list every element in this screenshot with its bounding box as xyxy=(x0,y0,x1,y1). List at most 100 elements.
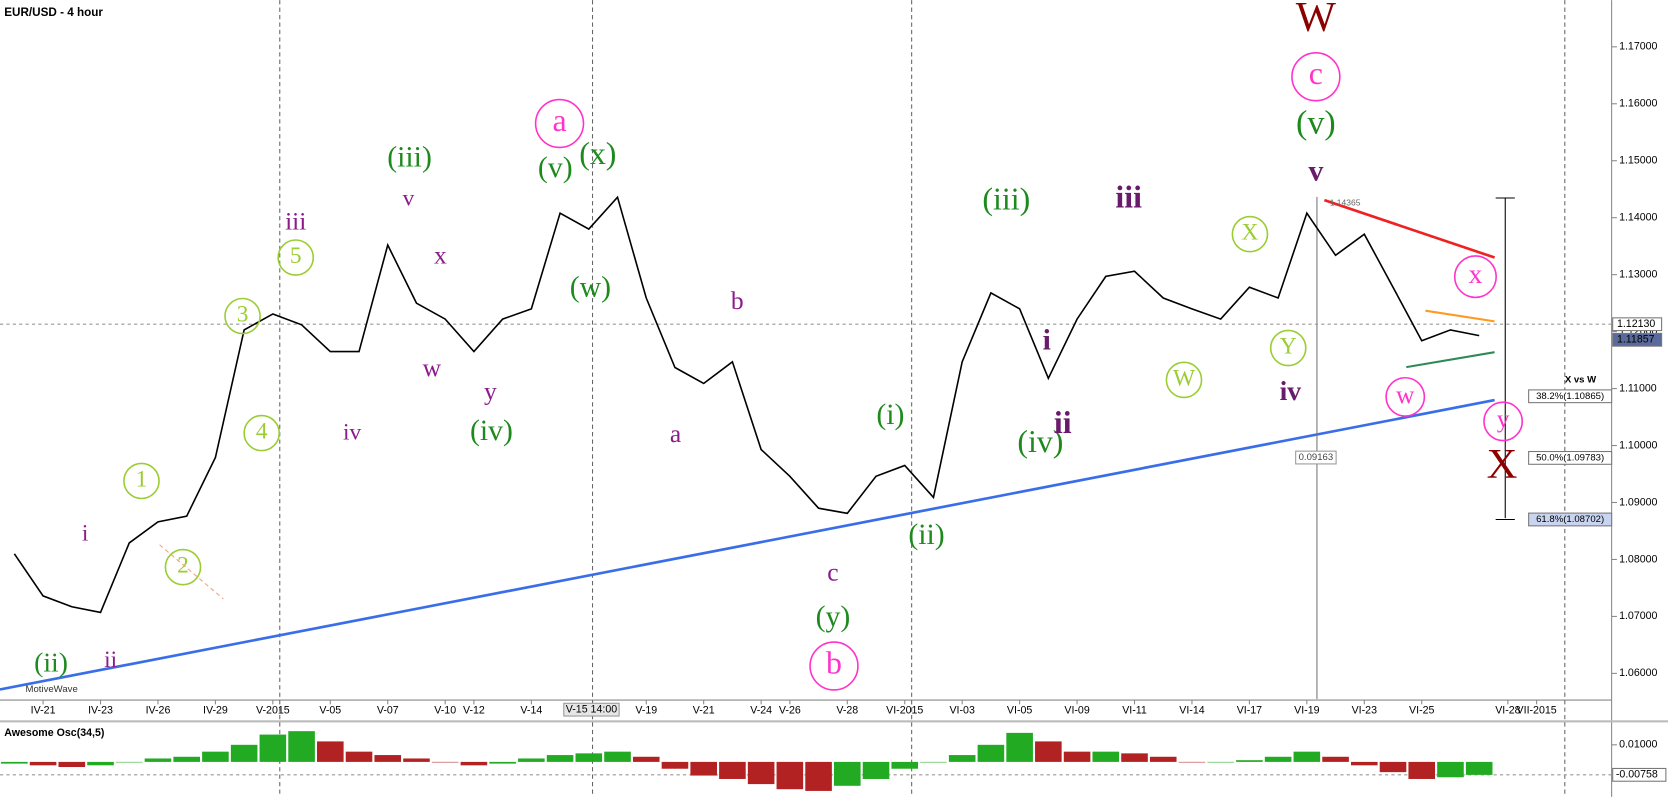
x-tick-label: V-21 xyxy=(693,705,715,717)
wave-label: 5 xyxy=(290,243,302,269)
osc-tick-label: 0.01000 xyxy=(1619,739,1657,751)
wave-label: y xyxy=(1497,404,1510,433)
osc-bar xyxy=(202,751,229,762)
wave-label: (x) xyxy=(579,136,616,171)
osc-bar xyxy=(948,755,976,762)
wave-label: i xyxy=(1043,323,1051,356)
osc-bar xyxy=(1437,761,1464,778)
wave-circle xyxy=(123,462,160,500)
x-tick-label: IV-23 xyxy=(88,705,113,717)
wave-label: 3 xyxy=(237,301,249,327)
wave-label: (ii) xyxy=(34,646,68,677)
osc-bar xyxy=(1063,751,1091,762)
watermark: MotiveWave xyxy=(26,684,78,695)
x-tick-label: VI-11 xyxy=(1122,705,1147,717)
price-box xyxy=(1612,332,1663,347)
x-tick-label: V-26 xyxy=(779,705,801,717)
wave-label: X xyxy=(1241,220,1258,246)
osc-bar xyxy=(776,761,804,790)
y-tick-label: 1.16000 xyxy=(1619,98,1657,110)
osc-marker-label: -0.00758 xyxy=(1616,769,1658,781)
wave-label: w xyxy=(1396,380,1415,409)
fib-box xyxy=(1528,450,1613,465)
osc-bar xyxy=(288,731,315,762)
osc-bar xyxy=(834,761,861,786)
y-tick-label: 1.08000 xyxy=(1619,553,1657,565)
x-tick-label: VI-17 xyxy=(1237,705,1262,717)
wave-label: X xyxy=(1487,441,1518,488)
measure-label: 1.14365 xyxy=(1330,198,1361,208)
wave-label: a xyxy=(552,103,566,138)
osc-bar xyxy=(632,756,660,762)
cursor-label: V-15 14:00 xyxy=(566,703,617,715)
panel-title: Awesome Osc(34,5) xyxy=(4,727,105,739)
wave-circle xyxy=(1483,401,1524,442)
x-tick-label: V-28 xyxy=(836,705,858,717)
trend-line xyxy=(1406,351,1495,369)
osc-bar xyxy=(173,756,200,762)
fib-box xyxy=(1528,389,1613,404)
x-tick-label: VI-28 xyxy=(1495,705,1520,717)
x-tick-label: VI-23 xyxy=(1352,705,1377,717)
osc-bar xyxy=(87,761,114,766)
osc-bar xyxy=(345,751,373,762)
osc-bar xyxy=(1379,761,1407,773)
osc-bar xyxy=(1006,732,1033,762)
wave-label: (iii) xyxy=(387,141,432,174)
osc-bar xyxy=(1149,756,1177,762)
x-tick-label: VI-25 xyxy=(1409,705,1434,717)
price-box xyxy=(1612,317,1663,332)
wave-label: 4 xyxy=(256,418,268,444)
wave-circle xyxy=(164,548,202,586)
price-label: 1.12130 xyxy=(1617,318,1655,330)
wave-label: iv xyxy=(343,420,361,446)
wave-label: i xyxy=(82,521,89,547)
x-tick-label: V-07 xyxy=(377,705,399,717)
osc-bar xyxy=(690,761,717,776)
fib-label: 38.2%(1.10865) xyxy=(1536,391,1604,402)
fib-title: X vs W xyxy=(1565,374,1597,385)
osc-bar xyxy=(661,761,689,769)
osc-bar xyxy=(575,753,603,762)
wave-circle xyxy=(1453,255,1497,299)
wave-circle xyxy=(1269,329,1307,367)
osc-bar xyxy=(1178,761,1206,763)
x-tick-label: V-19 xyxy=(635,705,657,717)
x-tick-label: V-10 xyxy=(434,705,456,717)
wave-label: (v) xyxy=(538,151,573,184)
trend-line xyxy=(159,544,224,600)
y-tick-label: 1.14000 xyxy=(1619,212,1657,224)
wave-label: x xyxy=(1469,258,1483,289)
osc-bar xyxy=(977,744,1005,762)
osc-bar xyxy=(747,761,775,785)
wave-label: iii xyxy=(285,206,306,235)
wave-circle xyxy=(243,414,281,452)
wave-label: b xyxy=(731,286,744,315)
fib-label: 61.8%(1.08702) xyxy=(1536,514,1604,525)
osc-bar xyxy=(115,761,143,763)
wave-circle xyxy=(534,98,585,149)
osc-bar xyxy=(144,758,172,762)
wave-label: (w) xyxy=(570,270,611,303)
price-label: 1.11857 xyxy=(1617,334,1655,346)
osc-bar xyxy=(1293,751,1321,762)
x-tick-label: V-12 xyxy=(463,705,485,717)
wave-label: (y) xyxy=(816,600,851,633)
osc-bar xyxy=(489,761,516,764)
osc-bar xyxy=(460,761,488,766)
wave-circle xyxy=(224,297,261,335)
osc-bar xyxy=(317,741,344,762)
osc-bar xyxy=(1264,756,1292,762)
wave-label: ii xyxy=(1054,405,1072,440)
wave-label: Y xyxy=(1280,333,1297,359)
wave-circle xyxy=(1291,51,1341,102)
osc-bar xyxy=(1236,760,1263,762)
x-tick-label: V-14 xyxy=(520,705,542,717)
measure-box xyxy=(1295,450,1337,465)
osc-bar xyxy=(230,744,258,762)
x-tick-label: VI-09 xyxy=(1064,705,1089,717)
wave-label: ii xyxy=(104,647,117,673)
osc-bar xyxy=(1207,761,1234,763)
